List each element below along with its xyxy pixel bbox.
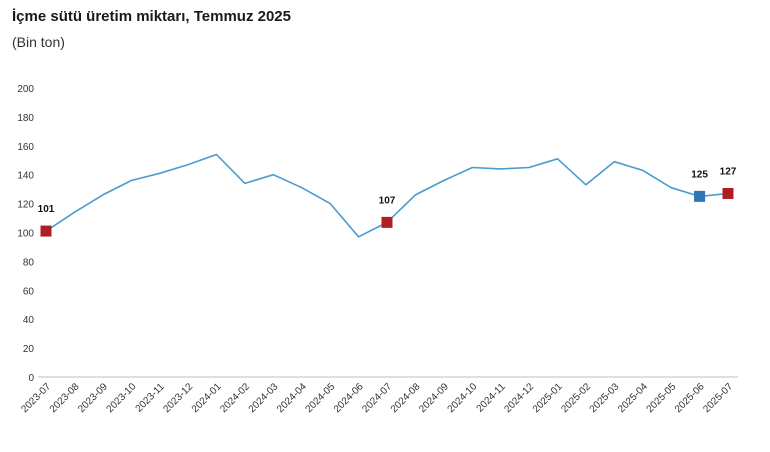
x-tick-label: 2024-03 (247, 381, 281, 415)
x-tick-label: 2024-11 (475, 381, 509, 415)
x-tick-label: 2024-10 (446, 381, 480, 415)
x-tick-label: 2023-08 (48, 381, 82, 415)
x-tick-label: 2024-07 (360, 381, 394, 415)
data-label: 101 (38, 204, 55, 215)
data-point-marker (722, 187, 734, 199)
x-tick-label: 2024-02 (218, 381, 252, 415)
x-tick-label: 2025-01 (531, 381, 565, 415)
y-tick-label: 200 (17, 84, 34, 95)
y-tick-label: 60 (23, 286, 35, 297)
data-label: 127 (720, 166, 737, 177)
x-tick-label: 2023-10 (105, 381, 139, 415)
data-label: 107 (379, 195, 396, 206)
chart-title: İçme sütü üretim miktarı, Temmuz 2025 (12, 8, 291, 25)
x-tick-label: 2024-08 (389, 381, 423, 415)
x-tick-label: 2024-01 (190, 381, 224, 415)
x-tick-label: 2024-05 (304, 381, 338, 415)
chart-subtitle: (Bin ton) (12, 34, 65, 50)
x-tick-label: 2024-06 (332, 381, 366, 415)
x-tick-label: 2024-12 (502, 381, 536, 415)
x-tick-label: 2025-03 (588, 381, 622, 415)
x-tick-label: 2023-12 (161, 381, 195, 415)
data-point-marker (381, 216, 393, 228)
x-tick-label: 2025-04 (616, 381, 650, 415)
y-tick-label: 140 (17, 171, 34, 182)
x-tick-label: 2025-07 (701, 381, 735, 415)
y-tick-label: 100 (17, 229, 34, 240)
x-tick-label: 2024-04 (275, 381, 309, 415)
y-tick-label: 160 (17, 142, 34, 153)
y-tick-label: 80 (23, 257, 35, 268)
y-tick-label: 0 (28, 373, 34, 384)
data-label: 125 (691, 169, 708, 180)
y-tick-label: 40 (23, 315, 35, 326)
y-tick-label: 120 (17, 200, 34, 211)
x-tick-label: 2025-05 (645, 381, 679, 415)
x-tick-label: 2023-07 (19, 381, 53, 415)
x-tick-label: 2023-09 (76, 381, 110, 415)
x-tick-label: 2023-11 (134, 381, 168, 415)
x-tick-label: 2025-02 (559, 381, 593, 415)
y-tick-label: 180 (17, 113, 34, 124)
data-point-marker (694, 190, 706, 202)
x-tick-label: 2025-06 (673, 381, 707, 415)
data-point-marker (40, 225, 52, 237)
y-tick-label: 20 (23, 344, 35, 355)
x-tick-label: 2024-09 (417, 381, 451, 415)
